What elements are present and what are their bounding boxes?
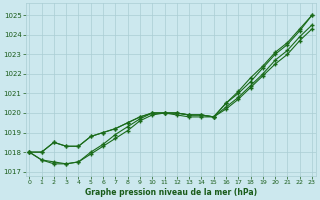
X-axis label: Graphe pression niveau de la mer (hPa): Graphe pression niveau de la mer (hPa) xyxy=(84,188,257,197)
